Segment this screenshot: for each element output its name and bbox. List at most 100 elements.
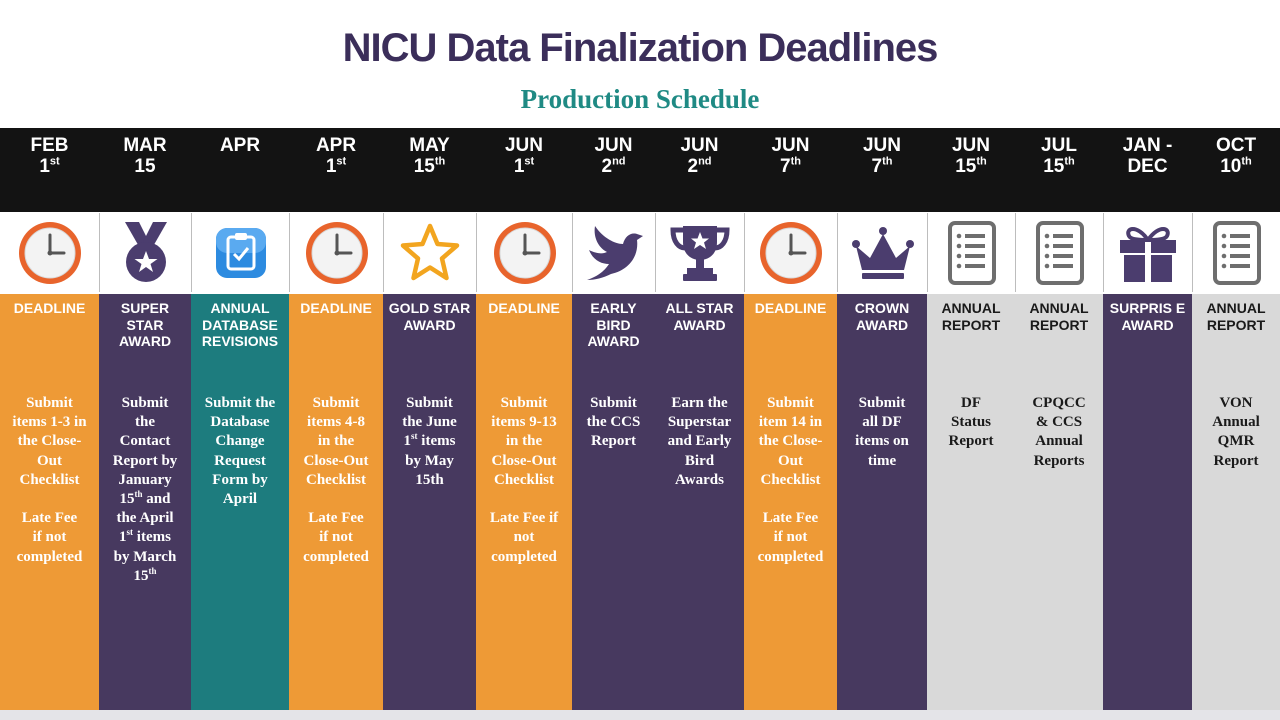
column-description: VON Annual QMR Report: [1212, 395, 1260, 469]
column-description: Submit the Database Change Request Form by Ap…: [204, 395, 276, 508]
column-day: 2nd: [601, 155, 626, 177]
column-description: Submit items 4-8 in the Close-Out Checklist …: [303, 395, 369, 565]
column-body: ANNUAL REPORT CPQCC & CCS Annual Reports: [1015, 294, 1103, 710]
schedule-column: APR 1st DEADLINE Submit items 4-8 in the Close…: [289, 128, 383, 720]
column-body: DEADLINE Submit item 14 in the Close- Out Che…: [744, 294, 837, 710]
column-body: ANNUAL REPORT DF Status Report: [927, 294, 1015, 710]
column-description: Submit items 1-3 in the Close- Out Checklist…: [12, 395, 87, 565]
column-body: SUPER STAR AWARD Submit the Contact Report b…: [99, 294, 191, 710]
column-description: Submit the CCS Report: [586, 395, 641, 450]
report-icon: [1192, 213, 1280, 292]
column-description: DF Status Report: [948, 395, 994, 450]
trophy-icon: [655, 213, 744, 292]
column-description: CPQCC & CCS Annual Reports: [1032, 395, 1086, 469]
schedule-column: MAR 15 SUPER STAR AWARD Submit the Contact Rep…: [99, 128, 191, 720]
column-date-header: JUN 7th: [744, 128, 837, 212]
schedule-column: JUN 7th CROWN AWARD Submit all DF items on tim…: [837, 128, 927, 720]
schedule-column: JUL 15th ANNUAL REPORT CPQCC & CCS Annual Repo…: [1015, 128, 1103, 720]
column-month: APR: [315, 135, 357, 156]
schedule-column: FEB 1st DEADLINE Submit items 1-3 in the Clos…: [0, 128, 99, 720]
column-date-header: JUN 2nd: [655, 128, 744, 212]
schedule-column: JUN 2nd EARLY BIRD AWARD Submit the CCS Repor…: [572, 128, 655, 720]
column-description: Submit all DF items on time: [855, 395, 909, 469]
column-month: JUN: [594, 135, 633, 156]
column-date-header: JUL 15th: [1015, 128, 1103, 212]
column-day: 2nd: [687, 155, 712, 177]
column-body: ALL STAR AWARD Earn the Superstar and Early…: [655, 294, 744, 710]
column-day: 1st: [39, 155, 60, 177]
column-month: MAY: [409, 135, 450, 156]
column-label: DEADLINE: [754, 300, 827, 316]
column-month: JUN: [771, 135, 810, 156]
column-label: DEADLINE: [488, 300, 560, 316]
column-date-header: JUN 15th: [927, 128, 1015, 212]
column-day: 15th: [1043, 155, 1075, 177]
schedule-column: JUN 2nd ALL STAR AWARD Earn the Superstar and…: [655, 128, 744, 720]
column-month: JAN -: [1122, 135, 1173, 156]
schedule-column: JUN 15th ANNUAL REPORT DF Status Report: [927, 128, 1015, 720]
column-description: Earn the Superstar and Early Bird Awards: [667, 395, 732, 488]
column-date-header: JUN 2nd: [572, 128, 655, 212]
schedule-column: OCT 10th ANNUAL REPORT VON Annual QMR Report: [1192, 128, 1280, 720]
column-day: 7th: [871, 155, 893, 177]
column-label: ANNUAL REPORT: [941, 300, 1001, 333]
column-description: Submit item 14 in the Close- Out Checklist L…: [757, 395, 824, 565]
column-month: JUN: [862, 135, 901, 156]
column-day: 15: [134, 156, 156, 177]
column-month: JUN: [504, 135, 543, 156]
column-label: DEADLINE: [300, 300, 372, 316]
column-day: 10th: [1220, 155, 1252, 177]
column-day: 1st: [325, 155, 347, 177]
bottom-bar: [0, 710, 1280, 720]
column-label: DEADLINE: [13, 300, 86, 316]
column-month: JUL: [1041, 135, 1077, 156]
column-body: GOLD STAR AWARD Submit the June 1st items by…: [383, 294, 476, 710]
column-date-header: APR: [191, 128, 289, 212]
column-label: GOLD STAR AWARD: [388, 300, 471, 333]
column-month: JUN: [951, 135, 990, 156]
column-label: SURPRIS E AWARD: [1109, 300, 1186, 333]
page-subtitle: Production Schedule: [520, 84, 760, 114]
column-label: ANNUAL REPORT: [1029, 300, 1089, 333]
clock-icon: [0, 213, 99, 292]
schedule-column: APR ANNUAL DATABASE REVISIONS Submit the Da…: [191, 128, 289, 720]
column-label: SUPER STAR AWARD: [118, 300, 172, 349]
star-icon: [383, 213, 476, 292]
column-label: ANNUAL DATABASE REVISIONS: [201, 300, 279, 349]
medal-icon: [99, 213, 191, 292]
column-month: APR: [219, 135, 261, 156]
column-date-header: JAN - DEC: [1103, 128, 1192, 212]
column-label: ANNUAL REPORT: [1206, 300, 1266, 333]
schedule-column: MAY 15th GOLD STAR AWARD Submit the June 1st …: [383, 128, 476, 720]
column-date-header: APR 1st: [289, 128, 383, 212]
column-day: 15th: [413, 155, 446, 177]
column-date-header: MAY 15th: [383, 128, 476, 212]
column-day: 7th: [780, 155, 801, 177]
column-date-header: OCT 10th: [1192, 128, 1280, 212]
column-body: SURPRIS E AWARD: [1103, 294, 1192, 710]
column-date-header: FEB 1st: [0, 128, 99, 212]
clock-icon: [744, 213, 837, 292]
column-month: MAR: [123, 135, 167, 156]
page-title: NICU Data Finalization Deadlines: [342, 26, 939, 70]
bird-icon: [572, 213, 655, 292]
column-description: Submit items 9-13 in the Close-Out Checklist…: [489, 395, 559, 565]
column-month: JUN: [680, 135, 719, 156]
column-date-header: JUN 7th: [837, 128, 927, 212]
gift-icon: [1103, 213, 1192, 292]
column-body: CROWN AWARD Submit all DF items on time: [837, 294, 927, 710]
report-icon: [1015, 213, 1103, 292]
column-month: FEB: [30, 135, 69, 156]
clock-icon: [476, 213, 572, 292]
crown-icon: [837, 213, 927, 292]
column-date-header: JUN 1st: [476, 128, 572, 212]
column-body: EARLY BIRD AWARD Submit the CCS Report: [572, 294, 655, 710]
column-day: 15th: [955, 155, 987, 177]
column-day: 1st: [513, 155, 535, 177]
clock-icon: [289, 213, 383, 292]
report-icon: [927, 213, 1015, 292]
column-day: DEC: [1127, 156, 1168, 177]
column-body: DEADLINE Submit items 1-3 in the Close- Out C…: [0, 294, 99, 710]
column-label: CROWN AWARD: [854, 300, 910, 333]
column-description: Submit the Contact Report by January 15th and…: [112, 395, 178, 584]
